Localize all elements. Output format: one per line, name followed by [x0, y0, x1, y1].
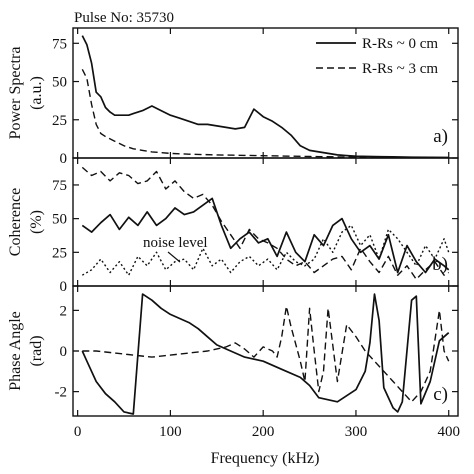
- series-line-dashed: [81, 166, 450, 280]
- y-axis-label: Coherence: [7, 188, 24, 256]
- y-tick-label: 50: [52, 212, 67, 228]
- y-tick-label: 0: [60, 344, 68, 360]
- chart-title: Pulse No: 35730: [74, 10, 174, 26]
- legend-label: R-Rs ~ 3 cm: [362, 61, 438, 77]
- panel-label: b): [432, 254, 448, 275]
- y-tick-label: -2: [55, 385, 68, 401]
- annotation-arrow: [167, 251, 181, 263]
- y-tick-label: 25: [52, 245, 67, 261]
- series-line-dashed: [81, 68, 449, 159]
- y-tick-label: 50: [52, 75, 67, 91]
- y-tick-label: 0: [60, 279, 68, 295]
- x-tick-label: 0: [74, 424, 82, 440]
- x-tick-label: 200: [252, 424, 275, 440]
- series-line-solid: [81, 197, 450, 274]
- annotation-noise-level: noise level: [143, 235, 208, 251]
- y-tick-label: 2: [60, 303, 68, 319]
- series-line-solid: [81, 293, 450, 415]
- panel-phase: -2 0 2 c) Phase Angle (rad): [7, 285, 459, 417]
- y-tick-label: 75: [52, 178, 67, 194]
- series-line-solid: [81, 35, 449, 159]
- y-tick-label: 25: [52, 113, 67, 129]
- x-tick-label: 100: [159, 424, 182, 440]
- panel-power: 0 25 50 75 a) Power Spectra (a.u.): [7, 27, 459, 167]
- series-line-dotted: [81, 224, 450, 276]
- x-tick-label: 300: [345, 424, 368, 440]
- y-axis-label: (rad): [28, 335, 45, 366]
- y-axis-label: Phase Angle: [7, 311, 24, 391]
- panel-label: a): [433, 126, 448, 147]
- legend-label: R-Rs ~ 0 cm: [362, 36, 438, 52]
- y-axis-label: (a.u.): [28, 76, 45, 110]
- y-tick-label: 0: [60, 151, 68, 167]
- panel-coherence: 0 25 50 75 b) Coherence (%) noise level: [7, 157, 459, 295]
- series-line-dashed: [82, 305, 450, 403]
- y-axis-label: Power Spectra: [7, 47, 24, 140]
- x-axis-label: Frequency (kHz): [211, 450, 320, 467]
- y-axis-label: (%): [28, 210, 45, 234]
- panel-frame: [72, 285, 459, 417]
- y-tick-label: 75: [52, 36, 67, 52]
- panel-label: c): [433, 384, 448, 405]
- legend: R-Rs ~ 0 cm R-Rs ~ 3 cm: [316, 36, 438, 77]
- x-tick-label: 400: [437, 424, 460, 440]
